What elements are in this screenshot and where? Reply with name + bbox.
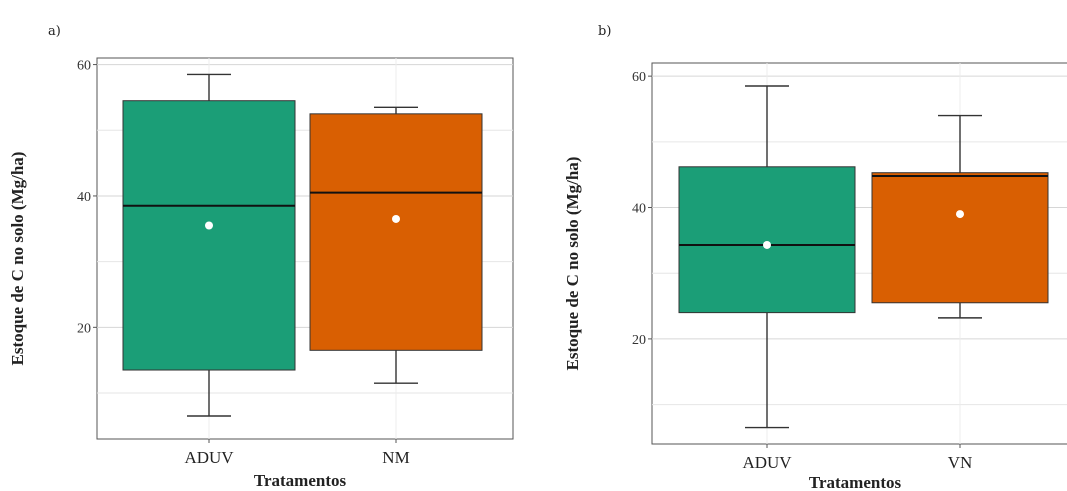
panel-0-box-NM [310,114,482,350]
panel-1-ytick-label: 60 [632,70,646,85]
panel-1-mean-point-VN [956,210,964,218]
panel-0-x-axis-title: Tratamentos [254,471,347,490]
panel-1-x-axis-title: Tratamentos [809,473,902,491]
panel-1-ytick-label: 40 [632,202,646,217]
panel-1-xtick-label-ADUV: ADUV [742,453,792,472]
panel-1-letter: b) [598,24,611,39]
panel-0-ytick-label: 20 [77,321,91,336]
panel-0-mean-point-ADUV [205,222,213,230]
panel-1-xtick-label-VN: VN [948,453,973,472]
panel-1-box-ADUV [679,167,855,313]
panel-1-ytick-label: 20 [632,333,646,348]
panel-1-y-axis-title: Estoque de C no solo (Mg/ha) [563,157,582,371]
panel-0-letter: a) [48,24,61,39]
panel-0-xtick-label-ADUV: ADUV [184,448,234,467]
panel-0-xtick-label-NM: NM [382,448,409,467]
panel-0-mean-point-NM [392,215,400,223]
panel-1-box-VN [872,173,1048,303]
panel-0-ytick-label: 40 [77,190,91,205]
panel-0-y-axis-title: Estoque de C no solo (Mg/ha) [8,152,27,366]
panel-0-ytick-label: 60 [77,59,91,74]
panel-1-mean-point-ADUV [763,241,771,249]
panel-0-box-ADUV [123,101,295,370]
